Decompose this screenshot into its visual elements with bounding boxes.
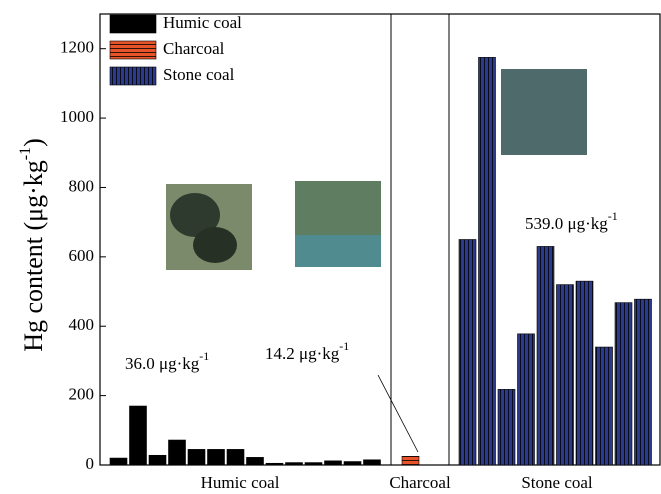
bar: [576, 281, 593, 465]
bar: [305, 463, 322, 465]
bar: [635, 299, 652, 465]
bar: [247, 457, 264, 465]
photos: [166, 69, 587, 270]
bar: [518, 334, 535, 465]
bar: [227, 449, 244, 465]
annotation: 14.2 μg·kg-1: [265, 339, 349, 363]
bar: [615, 303, 632, 465]
bar: [557, 285, 574, 465]
legend-swatch: [110, 41, 156, 59]
y-tick-label: 800: [69, 176, 95, 195]
legend-swatch: [110, 67, 156, 85]
bar: [208, 449, 225, 465]
y-tick-label: 200: [69, 385, 95, 404]
bar: [149, 455, 166, 465]
legend-swatch: [110, 15, 156, 33]
chart: Hg content (μg·kg-1) 36.0 μg·kg-1 14.2 μ…: [0, 0, 661, 494]
y-tick-label: 1000: [60, 107, 94, 126]
y-tick-label: 0: [86, 454, 95, 473]
x-group-label: Humic coal: [201, 473, 280, 492]
y-axis-label: Hg content (μg·kg-1): [17, 138, 48, 352]
photo-detail: [193, 227, 237, 263]
page: {"chart_data": {"type": "bar", "y_label"…: [0, 0, 661, 494]
bar: [286, 463, 303, 465]
annotation: 36.0 μg·kg-1: [125, 349, 209, 373]
bar: [459, 240, 476, 466]
y-tick-label: 400: [69, 315, 95, 334]
photo-detail: [295, 235, 381, 267]
photo: [501, 69, 587, 155]
y-tick-label: 1200: [60, 38, 94, 57]
legend-label: Charcoal: [163, 39, 225, 58]
bar: [537, 246, 554, 465]
bar: [402, 456, 419, 465]
bar: [110, 458, 127, 465]
bar: [479, 57, 496, 465]
annotation-pointer: [378, 375, 418, 452]
y-tick-label: 600: [69, 246, 95, 265]
legend-label: Stone coal: [163, 65, 235, 84]
bar: [130, 406, 147, 465]
legend-label: Humic coal: [163, 13, 242, 32]
bar: [266, 463, 283, 465]
x-group-label: Stone coal: [521, 473, 593, 492]
annotation: 539.0 μg·kg-1: [525, 209, 618, 233]
bar: [596, 347, 613, 465]
x-group-label: Charcoal: [389, 473, 451, 492]
bar: [325, 461, 342, 465]
bar: [188, 449, 205, 465]
bar: [169, 440, 186, 465]
y-axis-label-text: Hg content (μg·kg-1): [17, 138, 48, 352]
bar: [364, 460, 381, 465]
bar: [498, 389, 515, 465]
bar: [344, 462, 361, 465]
